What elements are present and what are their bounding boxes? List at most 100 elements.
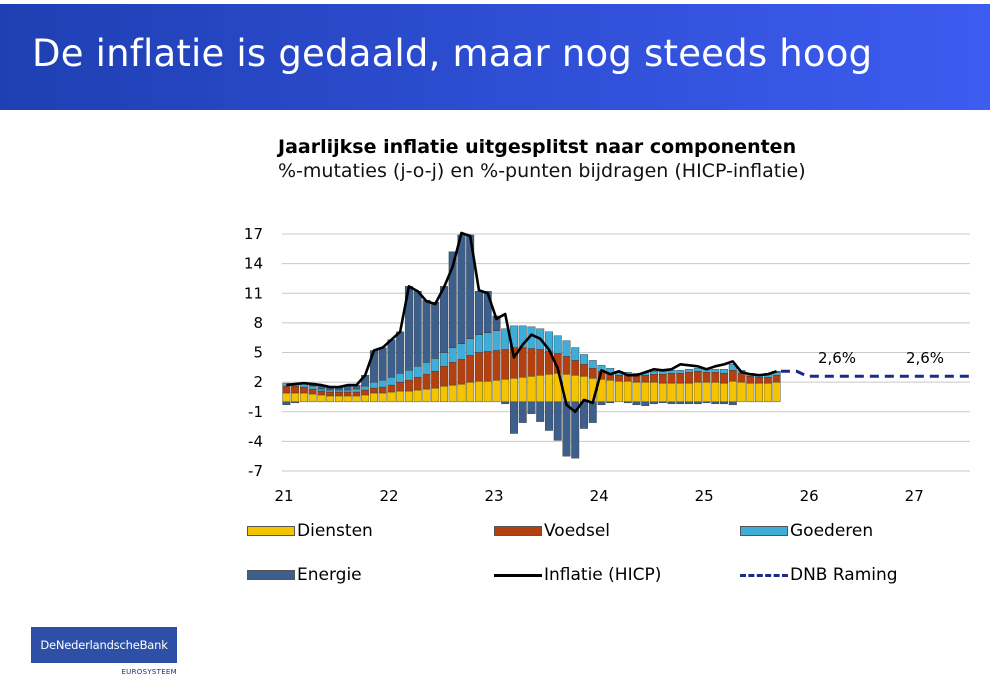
slide-title: De inflatie is gedaald, maar nog steeds … xyxy=(32,32,873,75)
bar-voedsel xyxy=(632,376,641,383)
bar-diensten xyxy=(667,382,676,403)
legend-label: Energie xyxy=(297,565,362,585)
y-tick-label: 2 xyxy=(253,373,263,391)
x-axis-ticks: 21 22 23 24 25 26 27 xyxy=(274,487,923,505)
bar-goederen xyxy=(413,366,422,378)
bar-goederen xyxy=(326,389,335,393)
bar-goederen xyxy=(492,330,501,351)
bar-voedsel xyxy=(728,370,737,382)
y-axis-ticks: 17 14 11 8 5 2 -1 -4 -7 xyxy=(244,225,263,480)
bar-diensten xyxy=(299,392,308,403)
y-tick-label: 17 xyxy=(244,225,263,243)
bar-voedsel xyxy=(413,376,422,391)
bar-voedsel xyxy=(457,359,466,385)
bar-diensten xyxy=(728,380,737,403)
legend-swatch-goederen xyxy=(740,526,788,536)
bar-goederen xyxy=(474,334,483,353)
legend-swatch-diensten xyxy=(247,526,295,536)
bar-energie xyxy=(728,401,737,406)
bar-energie xyxy=(282,401,291,406)
bar-diensten xyxy=(518,376,527,403)
bar-voedsel xyxy=(282,385,291,394)
bar-energie xyxy=(413,291,422,367)
legend-swatch-energie xyxy=(247,570,295,580)
bar-voedsel xyxy=(641,375,650,383)
y-tick-label: 5 xyxy=(253,344,263,362)
bar-diensten xyxy=(291,392,300,403)
bar-diensten xyxy=(369,392,378,403)
bar-goederen xyxy=(457,343,466,360)
bar-voedsel xyxy=(369,387,378,394)
x-tick-label: 21 xyxy=(274,487,293,505)
legend-inflatie: Inflatie (HICP) xyxy=(494,565,661,585)
legend-label: Voedsel xyxy=(544,521,610,541)
y-tick-label: 11 xyxy=(244,284,263,302)
bar-diensten xyxy=(632,381,641,403)
bar-goederen xyxy=(571,347,580,361)
bar-voedsel xyxy=(702,372,711,383)
bar-diensten xyxy=(623,380,632,403)
bar-voedsel xyxy=(755,376,764,384)
bar-diensten xyxy=(755,382,764,403)
bar-diensten xyxy=(545,374,553,403)
bar-goederen xyxy=(404,370,413,381)
bar-diensten xyxy=(343,395,352,403)
legend-diensten: Diensten xyxy=(247,521,373,541)
bar-diensten xyxy=(439,385,448,403)
bar-voedsel xyxy=(439,366,448,387)
bar-voedsel xyxy=(527,348,536,377)
bar-diensten xyxy=(378,392,387,403)
bar-goederen xyxy=(343,389,352,393)
bar-energie xyxy=(483,291,492,333)
bar-diensten xyxy=(711,381,720,403)
bar-diensten xyxy=(413,389,422,403)
bar-voedsel xyxy=(474,352,483,382)
bar-goederen xyxy=(308,385,317,390)
bar-diensten xyxy=(466,381,475,403)
bar-voedsel xyxy=(299,386,308,394)
bar-voedsel xyxy=(518,347,527,378)
bar-energie xyxy=(431,301,440,359)
bar-diensten xyxy=(772,381,781,403)
bar-voedsel xyxy=(343,391,352,397)
dnb-logo: DeNederlandscheBank xyxy=(31,627,177,663)
bar-diensten xyxy=(606,379,615,403)
bar-voedsel xyxy=(492,350,501,381)
bar-goederen xyxy=(448,347,457,363)
bar-voedsel xyxy=(361,389,370,396)
bar-energie xyxy=(685,401,693,405)
bar-voedsel xyxy=(422,374,431,390)
bar-voedsel xyxy=(387,384,396,393)
bar-voedsel xyxy=(291,385,300,394)
legend-raming: DNB Raming xyxy=(740,565,898,585)
bar-voedsel xyxy=(772,375,781,383)
legend-voedsel: Voedsel xyxy=(494,521,610,541)
forecast-label: 2,6% xyxy=(818,349,856,367)
bar-energie xyxy=(396,331,405,374)
chart-subtitle: %-mutaties (j-o-j) en %-punten bijdragen… xyxy=(278,160,806,182)
y-tick-label: 8 xyxy=(253,314,263,332)
bar-goederen xyxy=(439,352,448,367)
title-bar: De inflatie is gedaald, maar nog steeds … xyxy=(0,4,990,110)
bar-voedsel xyxy=(763,376,772,384)
bar-energie xyxy=(448,251,457,348)
legend-label: Goederen xyxy=(790,521,874,541)
bar-goederen xyxy=(422,362,431,375)
bar-diensten xyxy=(457,383,466,403)
series-lines xyxy=(286,231,970,414)
bar-energie xyxy=(439,286,448,353)
bar-diensten xyxy=(650,381,658,403)
bar-energie xyxy=(422,299,431,363)
bar-goederen xyxy=(518,325,527,348)
bar-voedsel xyxy=(378,386,387,394)
bar-voedsel xyxy=(667,373,676,384)
bar-energie xyxy=(536,401,545,422)
bar-voedsel xyxy=(711,372,720,383)
x-tick-label: 27 xyxy=(905,487,924,505)
bar-voedsel xyxy=(685,372,693,384)
x-tick-label: 22 xyxy=(379,487,398,505)
bar-energie xyxy=(623,401,632,404)
dnb-raming-line xyxy=(780,369,970,378)
stacked-bars xyxy=(282,234,781,459)
bar-diensten xyxy=(685,382,693,403)
